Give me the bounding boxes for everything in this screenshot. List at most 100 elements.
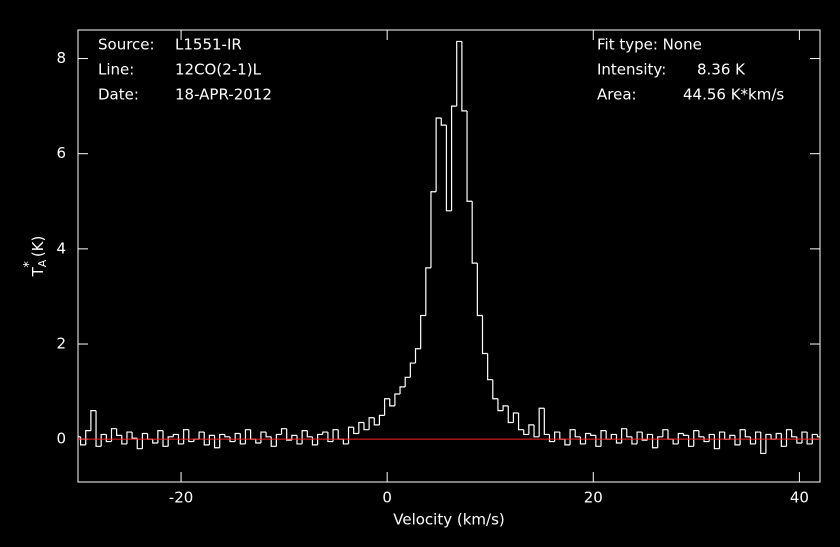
spectrum-channel (260, 431, 267, 443)
y-tick-label: 2 (56, 335, 66, 353)
spectrum-channel (95, 410, 102, 447)
spectrum-channel (538, 407, 545, 437)
spectrum-channel (662, 429, 668, 437)
spectrum-channel (631, 436, 638, 445)
spectrum-channel (167, 436, 174, 447)
spectrum-channel (600, 430, 607, 447)
spectrum-channel (332, 429, 339, 442)
y-label-sub: A (36, 259, 49, 267)
x-tick-label: -20 (169, 489, 194, 507)
spectrum-channel (595, 435, 602, 447)
spectrum-channel (342, 439, 349, 445)
spectrum-channel (234, 432, 241, 442)
spectrum-channel (791, 429, 797, 438)
info-label: Line: (98, 61, 134, 79)
info-value: L1551-IR (175, 36, 242, 54)
info-value: 8.36 K (697, 61, 746, 79)
spectrum-channel (146, 433, 153, 440)
spectrum-channel (466, 110, 473, 202)
spectrum-channel (399, 386, 406, 394)
spectrum-channel (363, 422, 370, 431)
spectrum-channel (775, 432, 782, 440)
spectrum-channel (512, 412, 519, 423)
spectrum-channel (296, 435, 303, 445)
spectrum-channel (554, 431, 560, 442)
spectrum-channel (801, 431, 808, 443)
info-value: 12CO(2-1)L (175, 61, 262, 79)
spectrum-channel (724, 432, 730, 440)
spectrum-channel (425, 267, 431, 316)
spectrum-channel (100, 433, 107, 447)
x-axis-label: Velocity (km/s) (393, 511, 504, 529)
spectrum-channel (311, 436, 318, 446)
info-label: Intensity: (597, 61, 666, 79)
spectrum-channel (157, 430, 164, 443)
spectrum-channel (430, 191, 437, 268)
spectrum-channel (116, 428, 122, 436)
spectrum-channel (698, 430, 705, 438)
spectrum-channel (760, 432, 766, 455)
spectrum-channel (79, 436, 86, 446)
spectrum-channel (394, 393, 401, 406)
spectrum-channel (703, 436, 710, 443)
spectrum-channel (641, 432, 648, 441)
spectrum-channel (517, 413, 524, 431)
spectrum-channel (105, 434, 112, 443)
spectrum-channel (543, 408, 550, 436)
spectrum-channel (280, 428, 287, 435)
spectrum-channel (476, 263, 483, 317)
spectrum-channel (744, 429, 751, 438)
spectrum-channel (693, 430, 699, 447)
spectrum-channel (131, 432, 138, 439)
spectrum-channel (389, 398, 395, 407)
spectrum-channel (265, 432, 272, 438)
y-tick-label: 4 (56, 239, 66, 257)
spectrum-channel (610, 433, 617, 440)
spectrum-channel (409, 362, 416, 378)
spectrum-channel (471, 201, 478, 264)
spectrum-channel (219, 433, 225, 448)
spectrum-channel (718, 431, 725, 449)
spectrum-channel (615, 434, 622, 444)
spectrum-channel (621, 428, 627, 443)
spectrum-channel (754, 431, 761, 444)
spectrum-channel (198, 431, 205, 440)
y-label-sup: * (22, 261, 37, 268)
x-tick-label: 40 (790, 489, 809, 507)
spectrum-channel (785, 429, 792, 447)
spectrum-channel (255, 439, 261, 444)
spectrum-channel (584, 432, 591, 444)
spectrum-channel (414, 348, 421, 364)
spectrum-channel (353, 427, 359, 435)
spectrum-channel (270, 436, 277, 447)
spectrum-channel (301, 430, 308, 444)
spectrum-channel (250, 429, 256, 440)
spectrum-channel (141, 432, 148, 449)
spectrum-channel (497, 398, 504, 412)
spectrum-channel (605, 430, 612, 440)
spectrum-channel (646, 433, 653, 441)
info-label: Source: (98, 36, 155, 54)
spectrum-channel (383, 398, 390, 416)
spectrum-channel (85, 430, 91, 445)
spectrum-channel (734, 435, 741, 446)
spectrum-channel (765, 433, 772, 454)
spectrum-channel (667, 429, 674, 440)
spectrum-channel (528, 424, 535, 435)
spectrum-channel (435, 117, 442, 192)
spectrum-channel (579, 436, 586, 445)
x-tick-label: 0 (382, 489, 392, 507)
spectrum-channel (636, 431, 643, 444)
spectrum-channel (713, 434, 720, 450)
fit-type: Fit type: None (597, 36, 702, 54)
spectrum-channel (378, 414, 385, 425)
spectrum-channel (244, 429, 251, 444)
x-tick-label: 20 (584, 489, 603, 507)
spectrum-channel (306, 430, 313, 438)
spectrum-channel (162, 430, 169, 447)
spectrum-channel (502, 405, 509, 411)
spectrum-channel (286, 428, 292, 441)
spectrum-channel (136, 438, 143, 450)
y-label-unit: (K) (29, 236, 47, 258)
spectrum-channel (672, 439, 679, 445)
